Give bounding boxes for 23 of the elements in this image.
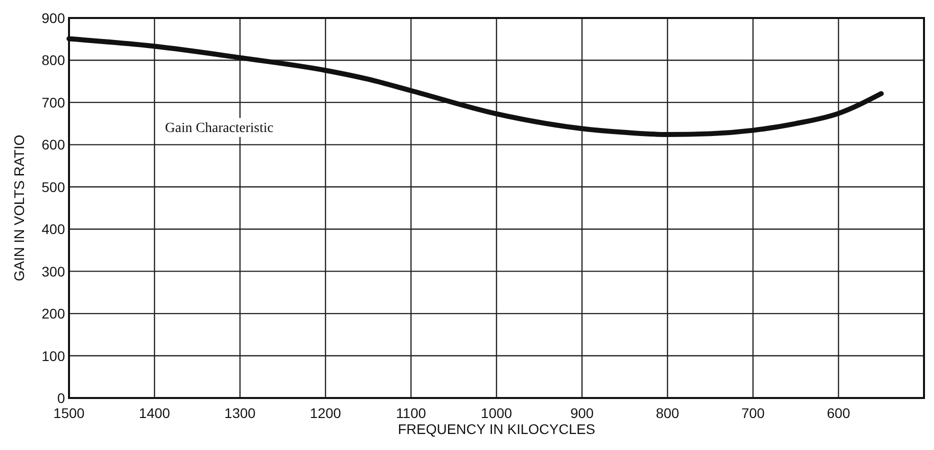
x-tick-label: 1300	[224, 405, 256, 421]
y-tick-label: 500	[42, 178, 66, 195]
x-tick-label: 1400	[138, 405, 170, 421]
x-tick-label: 1200	[310, 405, 342, 421]
x-tick-label: 1000	[480, 405, 512, 421]
y-tick-label: 800	[42, 52, 66, 68]
annotation: Gain Characteristic	[165, 121, 274, 136]
x-tick-label: 1100	[396, 405, 426, 421]
y-tick-label: 900	[42, 10, 66, 26]
y-tick-label: 700	[42, 94, 66, 110]
x-tick-label: 1500	[53, 405, 85, 421]
y-tick-label: 400	[42, 221, 66, 238]
x-tick-label: 700	[741, 405, 765, 421]
y-axis-title: GAIN IN VOLTS RATIO	[11, 134, 27, 282]
x-tick-label: 600	[826, 405, 850, 421]
y-tick-label: 600	[42, 136, 66, 153]
y-tick-label: 200	[42, 306, 66, 322]
y-tick-label: 100	[42, 348, 66, 364]
x-tick-label: 900	[570, 405, 594, 421]
y-tick-label: 300	[42, 263, 66, 280]
y-tick-label: 0	[57, 390, 66, 406]
x-axis-title: FREQUENCY IN KILOCYCLES	[398, 421, 596, 437]
x-tick-label: 800	[656, 405, 680, 421]
